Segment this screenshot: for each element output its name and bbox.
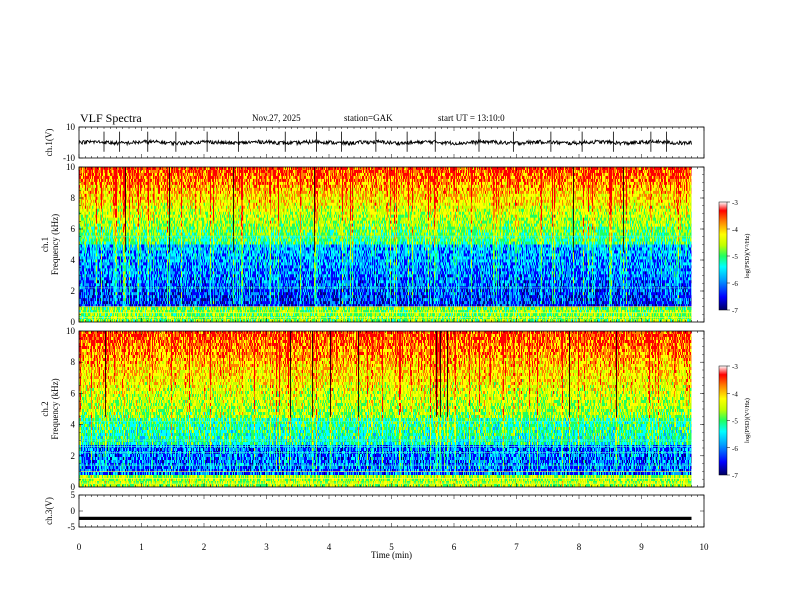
ytick-label: 10: [66, 162, 76, 172]
xtick-label: 4: [327, 542, 332, 552]
ytick-label: 0: [71, 506, 76, 516]
ch1-spectrogram-ylabel: ch.1 Frequency (kHz): [40, 214, 60, 275]
colorbar-tick-label: -6: [732, 445, 738, 453]
colorbar-tick-label: -4: [732, 390, 738, 398]
ch3-waveform-trace: [79, 517, 692, 520]
xtick-label: 10: [700, 542, 710, 552]
xtick-label: 7: [514, 542, 519, 552]
ch3-waveform-frame: [79, 495, 704, 527]
colorbar-tick-label: -7: [732, 472, 738, 480]
ylabel-line: ch.1: [40, 237, 50, 252]
ylabel-text: ch.1(V): [44, 129, 54, 157]
xtick-label: 6: [452, 542, 457, 552]
colorbar-tick-label: -4: [732, 226, 738, 234]
ytick-label: 4: [71, 255, 76, 265]
ch3-waveform-ylabel: ch.3(V): [44, 497, 54, 525]
xtick-label: 3: [264, 542, 269, 552]
colorbar-tick-label: -5: [732, 418, 738, 426]
ytick-label: -5: [68, 522, 76, 532]
spectrogram-ch1: [79, 167, 692, 322]
colorbar-label-text: log(PSD)(V²/Hz): [744, 234, 751, 279]
colorbar-label-text: log(PSD)(V²/Hz): [744, 398, 751, 443]
colorbar-tick-label: -3: [732, 363, 738, 371]
xtick-label: 0: [77, 542, 82, 552]
xtick-label: 8: [577, 542, 582, 552]
ch1-spectrogram-colorbar-label: log(PSD)(V²/Hz): [744, 234, 751, 279]
ytick-label: 8: [71, 357, 76, 367]
ch2-spectrogram-colorbar: [719, 366, 727, 475]
ytick-label: 10: [66, 122, 76, 132]
xtick-label: 9: [639, 542, 644, 552]
ytick-label: 8: [71, 193, 76, 203]
ch1-waveform-ylabel: ch.1(V): [44, 129, 54, 157]
ytick-label: 10: [66, 326, 76, 336]
ytick-label: 6: [71, 224, 76, 234]
colorbar-tick-label: -3: [732, 199, 738, 207]
ch1-waveform-trace: [79, 140, 692, 145]
ytick-label: 6: [71, 388, 76, 398]
spectrogram-ch2: [79, 331, 692, 487]
ytick-label: 2: [71, 286, 76, 296]
ylabel-line: Frequency (kHz): [50, 378, 60, 439]
ch2-spectrogram-ylabel: ch.2 Frequency (kHz): [40, 378, 60, 439]
ylabel-line: Frequency (kHz): [50, 214, 60, 275]
ylabel-text: ch.3(V): [44, 497, 54, 525]
ytick-label: 4: [71, 420, 76, 430]
xtick-label: 2: [202, 542, 207, 552]
colorbar-tick-label: -7: [732, 307, 738, 315]
ytick-label: 2: [71, 451, 76, 461]
xaxis-label: Time (min): [371, 550, 412, 560]
colorbar-tick-label: -6: [732, 280, 738, 288]
colorbar-tick-label: -5: [732, 253, 738, 261]
ch2-spectrogram-colorbar-label: log(PSD)(V²/Hz): [744, 398, 751, 443]
ch1-spectrogram-colorbar: [719, 202, 727, 310]
ytick-label: 5: [71, 490, 76, 500]
ylabel-line: ch.2: [40, 401, 50, 416]
xtick-label: 1: [139, 542, 144, 552]
